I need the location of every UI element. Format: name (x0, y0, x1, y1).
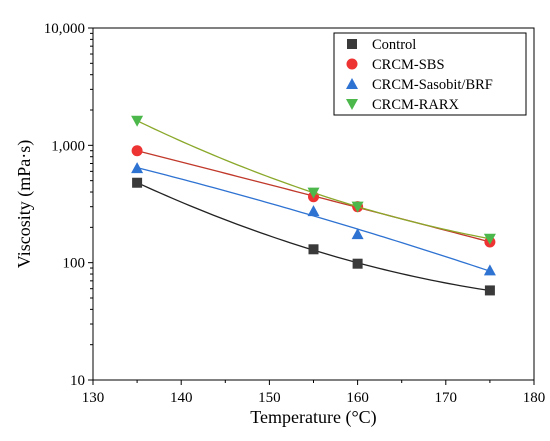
legend-label: CRCM-Sasobit/BRF (372, 77, 493, 93)
y-tick-label: 10 (70, 373, 85, 389)
legend-entry: CRCM-SBS (346, 57, 445, 73)
fit-line (136, 166, 491, 272)
series-layer (131, 115, 496, 296)
x-tick-label: 180 (523, 390, 546, 406)
series-crcm-rarx (131, 115, 496, 245)
data-point (131, 162, 144, 174)
legend-marker (346, 78, 358, 89)
data-point (483, 264, 496, 276)
x-tick-label: 130 (82, 390, 105, 406)
y-tick-label: 10,000 (44, 21, 85, 37)
y-axis-title: Viscosity (mPa·s) (14, 140, 35, 268)
legend-label: Control (372, 37, 416, 53)
legend-entry: CRCM-RARX (346, 97, 460, 113)
x-tick-label: 150 (258, 390, 281, 406)
legend-label: CRCM-SBS (372, 57, 445, 73)
x-tick-label: 140 (170, 390, 193, 406)
legend-entry: CRCM-Sasobit/BRF (346, 77, 493, 93)
data-point (131, 115, 144, 127)
y-tick-label: 1,000 (51, 138, 85, 154)
data-point (307, 187, 320, 199)
data-point (131, 145, 143, 157)
x-tick-label: 170 (435, 390, 458, 406)
data-point (132, 177, 143, 188)
data-point (308, 244, 319, 255)
legend-box (333, 32, 527, 116)
axes: 130 140 150 160 170 180 10 100 1,000 10,000 Temper… (14, 21, 545, 428)
data-point (483, 233, 496, 245)
data-point (484, 285, 495, 296)
y-tick-label: 100 (63, 256, 86, 272)
x-axis-title: Temperature (°C) (250, 407, 376, 428)
fit-line (136, 120, 491, 240)
data-point (352, 258, 363, 269)
series-crcm-sasobit-brf (131, 162, 496, 276)
legend-label: CRCM-RARX (372, 97, 460, 113)
data-point (351, 201, 364, 213)
legend-marker (347, 39, 357, 49)
data-point (351, 228, 364, 240)
series-control (132, 177, 495, 296)
legend-entry: Control (347, 37, 416, 53)
x-tick-label: 160 (346, 390, 369, 406)
legend: Control CRCM-SBS CRCM-Sasobit/BRF CRCM-RARX (333, 32, 527, 116)
legend-marker (346, 58, 358, 70)
legend-marker (346, 99, 358, 110)
data-point (307, 205, 320, 217)
